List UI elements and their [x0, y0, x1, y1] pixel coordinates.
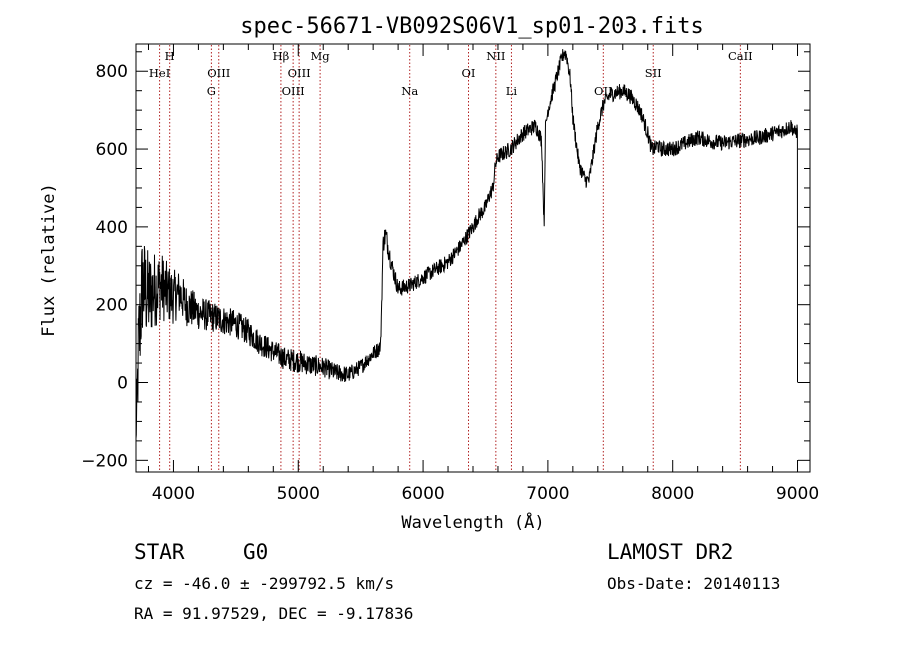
spectral-line-label: H: [165, 49, 175, 63]
object-class: STAR: [134, 540, 185, 564]
chart-title: spec-56671-VB092S06V1_sp01-203.fits: [240, 14, 704, 39]
x-tick-label: 5000: [277, 484, 320, 504]
spectral-line-label: SII: [645, 66, 662, 80]
y-tick-label: 600: [96, 140, 128, 160]
spectral-line-label: Hβ: [273, 49, 290, 63]
x-tick-label: 9000: [776, 484, 819, 504]
y-tick-label: 400: [96, 218, 128, 238]
spectral-line-label: OIII: [282, 84, 305, 98]
spectral-line-label: Na: [401, 84, 418, 98]
x-tick-label: 6000: [401, 484, 444, 504]
spectral-line-markers: [159, 45, 741, 471]
plot-frame: [135, 43, 811, 473]
x-tick-label: 7000: [526, 484, 569, 504]
axis-ticks: 4000 5000 6000 7000 8000 9000 −200 0 200 400 600 80…: [81, 44, 819, 504]
coordinates-text: RA = 91.97529, DEC = -9.17836: [134, 604, 413, 623]
y-axis-label: Flux (relative): [39, 183, 59, 337]
x-tick-label: 8000: [651, 484, 694, 504]
y-tick-label: 200: [96, 296, 128, 316]
y-tick-label: −200: [81, 451, 128, 471]
spectral-line-label: OIII: [207, 66, 230, 80]
x-tick-label: 4000: [152, 484, 195, 504]
spectral-line-label: Mg: [311, 49, 331, 63]
object-subclass: G0: [243, 540, 268, 564]
y-tick-label: 0: [117, 374, 128, 394]
spectral-line-label: OI: [462, 66, 476, 80]
spectral-line-label: G: [207, 84, 216, 98]
spectral-line-label: HeI: [149, 66, 170, 80]
spectrum-line: [135, 49, 798, 439]
spectral-line-label: Li: [506, 84, 518, 98]
redshift-text: cz = -46.0 ± -299792.5 km/s: [134, 574, 394, 593]
y-tick-label: 800: [96, 62, 128, 82]
spectral-line-label: CaII: [728, 49, 753, 63]
spectral-line-label: OIII: [288, 66, 311, 80]
obs-date-text: Obs-Date: 20140113: [607, 574, 780, 593]
spectral-line-label: OII: [594, 84, 613, 98]
survey-name: LAMOST DR2: [607, 540, 733, 564]
x-axis-label: Wavelength (Å): [401, 511, 544, 533]
spectral-line-label: NII: [486, 49, 505, 63]
